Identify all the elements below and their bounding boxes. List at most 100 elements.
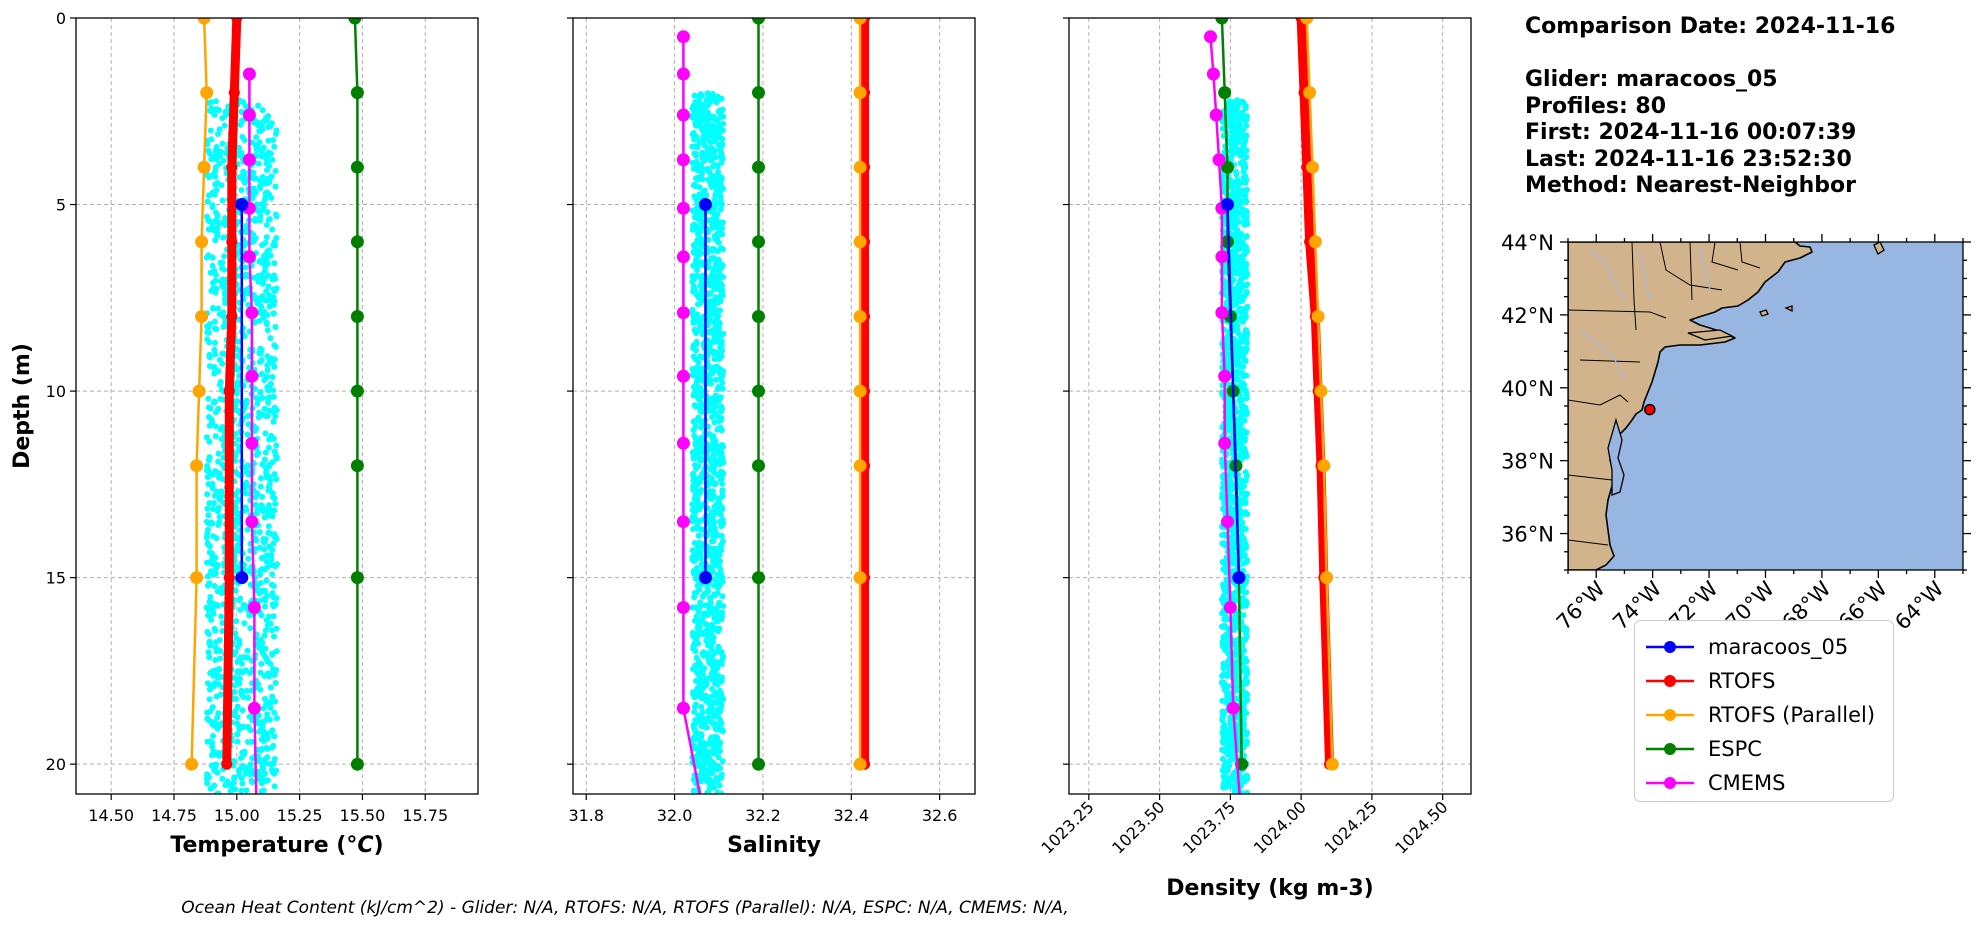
temperature-espc-point [350, 160, 364, 174]
temperature-glider-scatter-point [260, 504, 266, 511]
temperature-glider-scatter-point [207, 549, 214, 556]
temperature-glider-scatter-point [209, 752, 215, 759]
temperature-glider-scatter-point [234, 703, 241, 710]
temperature-glider-scatter-point [210, 305, 217, 311]
density-glider-scatter-point [1238, 551, 1245, 558]
salinity-glider-scatter-point [711, 356, 718, 363]
temperature-glider-scatter-point [252, 217, 259, 224]
salinity-glider-scatter-point [704, 789, 711, 794]
salinity-glider-scatter-point [703, 136, 710, 142]
temperature-glider-scatter-point [269, 571, 276, 578]
temperature-glider-scatter-point [241, 137, 248, 144]
salinity-glider-scatter-point [692, 617, 698, 624]
salinity-rtofs-parallel-point [853, 757, 867, 771]
density-glider-scatter-point [1236, 369, 1243, 376]
salinity-glider-scatter-point [695, 712, 702, 719]
legend-item-cmems: CMEMS [1644, 766, 1893, 800]
temperature-glider-scatter-point [257, 483, 264, 490]
temperature-glider-scatter-point [213, 98, 219, 105]
temperature-glider-scatter-point [209, 189, 216, 196]
temperature-glider-scatter-point [265, 399, 272, 406]
salinity-glider-scatter-point [702, 621, 709, 628]
temperature-rtofs-point [221, 758, 233, 770]
temperature-cmems-point [242, 108, 256, 122]
temperature-glider-scatter-point [270, 310, 277, 317]
salinity-glider-scatter-point [711, 286, 718, 293]
temperature-glider-scatter-point [267, 620, 274, 627]
salinity-glider-scatter-point [693, 565, 700, 571]
salinity-glider-scatter-point [698, 110, 705, 117]
temperature-glider-scatter-point [263, 222, 270, 228]
temperature-glider-scatter-point [266, 383, 273, 390]
density-glider-scatter-point [1221, 531, 1228, 538]
salinity-glider-scatter-point [698, 723, 705, 730]
density-glider-scatter-point [1242, 690, 1249, 697]
temperature-glider-scatter-point [268, 195, 275, 201]
density-glider-scatter-point [1220, 581, 1227, 588]
salinity-glider-scatter-point [710, 651, 717, 658]
density-glider-scatter-point [1239, 527, 1245, 534]
salinity-glider-scatter-point [719, 493, 725, 500]
salinity-glider-scatter-point [703, 777, 710, 784]
temperature-glider-scatter-point [260, 118, 267, 125]
salinity-glider-scatter-point [708, 96, 715, 103]
temperature-glider-scatter-point [269, 651, 276, 658]
salinity-glider-scatter-point [717, 425, 724, 432]
density-glider-scatter-point [1239, 519, 1246, 526]
salinity-glider-scatter-point [690, 242, 697, 249]
temperature-glider-scatter-point [210, 506, 217, 512]
map-lon-label: 76°W [1552, 576, 1610, 634]
temperature-glider-scatter-point [243, 687, 250, 694]
density-glider-scatter-point [1243, 113, 1250, 120]
density-glider-scatter-point [1240, 483, 1247, 490]
salinity-glider-scatter-point [710, 664, 717, 671]
temperature-glider-scatter-point [265, 395, 272, 402]
density-glider-scatter-point [1234, 103, 1241, 110]
salinity-glider-scatter-point [718, 771, 725, 778]
salinity-glider-scatter-point [697, 555, 704, 562]
temperature-glider-scatter-point [205, 404, 212, 411]
temperature-glider-scatter-point [266, 699, 273, 706]
temperature-glider-scatter-point [273, 455, 280, 462]
density-rtofs-parallel-point [1306, 160, 1319, 174]
last-profile-time: Last: 2024-11-16 23:52:30 [1525, 146, 1852, 172]
temperature-glider-scatter-point [259, 180, 266, 187]
temperature-glider-scatter-point [239, 749, 246, 756]
density-glider-scatter-point [1243, 372, 1250, 379]
temperature-glider-scatter-point [240, 694, 247, 700]
density-glider-scatter-point [1230, 252, 1237, 259]
salinity-glider-scatter-point [708, 122, 715, 129]
temperature-glider-scatter-point [270, 387, 277, 394]
temperature-glider-scatter-point [261, 696, 268, 702]
salinity-glider-scatter-point [720, 113, 727, 120]
density-glider-scatter-point [1236, 113, 1243, 120]
density-glider-scatter-point [1219, 673, 1226, 680]
salinity-glider-scatter-point [694, 517, 701, 524]
salinity-glider-scatter-point [718, 107, 725, 114]
temperature-glider-scatter-point [262, 449, 269, 456]
temperature-glider-scatter-point [265, 529, 272, 536]
temperature-glider-scatter-point [207, 127, 214, 134]
density-glider-scatter-point [1241, 387, 1248, 393]
map-islands [1687, 242, 1885, 341]
temperature-glider-scatter-point [268, 173, 275, 180]
temperature-glider-scatter-point [263, 656, 270, 663]
salinity-glider-scatter-point [719, 127, 726, 134]
density-rtofs-parallel-point [1300, 18, 1314, 25]
temperature-glider-scatter-point [211, 625, 218, 632]
temperature-glider-scatter-point [219, 259, 226, 266]
salinity-glider-scatter-point [709, 686, 716, 692]
salinity-glider-scatter-point [719, 613, 726, 620]
salinity-glider-scatter-point [719, 347, 726, 354]
temperature-glider-scatter-point [211, 762, 218, 768]
salinity-glider-scatter-point [692, 102, 699, 109]
temperature-glider-scatter-point [239, 175, 246, 182]
temperature-glider-scatter-point [210, 280, 216, 286]
salinity-glider-scatter-point [717, 307, 724, 314]
temperature-cmems-point [245, 369, 259, 383]
temperature-glider-scatter-point [218, 436, 225, 443]
legend-swatch-rtofs-parallel [1646, 709, 1694, 721]
density-glider-scatter-point [1219, 767, 1226, 774]
temperature-glider-scatter-point [245, 555, 252, 562]
map-lat-label: 42°N [1501, 304, 1554, 328]
